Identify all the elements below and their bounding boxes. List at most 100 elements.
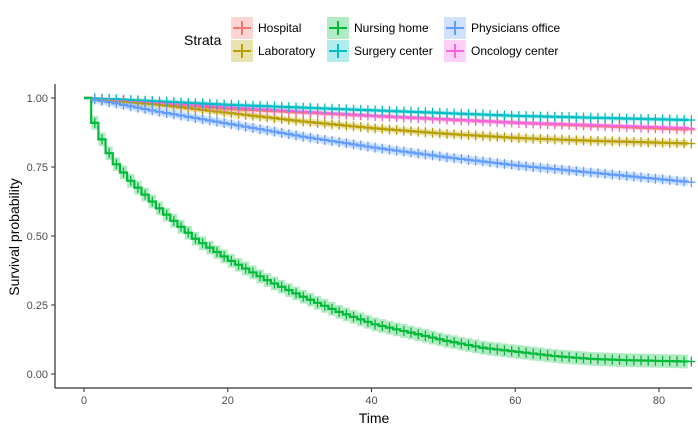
censor-mark-nursing-home [543, 350, 552, 361]
censor-mark-surgery-center [248, 100, 257, 111]
censor-mark-laboratory [543, 134, 552, 145]
censor-mark-nursing-home [522, 347, 531, 358]
censor-mark-laboratory [292, 115, 301, 126]
censor-mark-surgery-center [399, 106, 408, 117]
censor-mark-surgery-center [428, 107, 437, 118]
censor-mark-laboratory [522, 133, 531, 144]
censor-mark-laboratory [687, 138, 696, 149]
censor-mark-physicians-office [586, 167, 595, 178]
legend-label-nursing-home: Nursing home [354, 21, 429, 35]
y-tick-label: 0.25 [27, 300, 48, 312]
censor-mark-nursing-home [299, 291, 308, 302]
censor-mark-surgery-center [256, 101, 265, 112]
censor-mark-surgery-center [478, 109, 487, 120]
censor-mark-physicians-office [550, 164, 559, 175]
censor-mark-physicians-office [363, 141, 372, 152]
censor-mark-nursing-home [414, 329, 423, 340]
censor-mark-physicians-office [651, 173, 660, 184]
censor-mark-laboratory [378, 123, 387, 134]
legend-title: Strata [184, 32, 222, 48]
censor-mark-physicians-office [378, 143, 387, 154]
censor-mark-laboratory [572, 135, 581, 146]
censor-mark-surgery-center [148, 96, 157, 107]
censor-mark-physicians-office [428, 150, 437, 161]
censor-mark-nursing-home [507, 346, 516, 357]
censor-mark-laboratory [565, 134, 574, 145]
censor-mark-nursing-home [601, 354, 610, 365]
censor-mark-nursing-home [637, 355, 646, 366]
censor-mark-surgery-center [270, 101, 279, 112]
censor-mark-physicians-office [593, 168, 602, 179]
censor-mark-surgery-center [601, 113, 610, 124]
censor-mark-surgery-center [191, 98, 200, 109]
legend-label-laboratory: Laboratory [258, 44, 315, 58]
censor-mark-nursing-home [428, 332, 437, 343]
censor-mark-physicians-office [543, 163, 552, 174]
censor-mark-physicians-office [241, 121, 250, 132]
censor-mark-surgery-center [565, 112, 574, 123]
censor-mark-surgery-center [263, 101, 272, 112]
y-axis-title: Survival probability [6, 178, 22, 296]
censor-mark-physicians-office [284, 129, 293, 140]
censor-mark-physicians-office [399, 146, 408, 157]
censor-mark-surgery-center [306, 102, 315, 113]
y-ticks: 0.00 0.25 0.50 0.75 1.00 [27, 93, 55, 381]
censor-mark-physicians-office [644, 173, 653, 184]
censor-mark-laboratory [385, 124, 394, 135]
censor-mark-surgery-center [349, 104, 358, 115]
censor-mark-laboratory [399, 125, 408, 136]
censor-mark-surgery-center [579, 112, 588, 123]
legend-symbol-laboratory [233, 44, 251, 58]
censor-mark-laboratory [421, 127, 430, 138]
censor-mark-nursing-home [234, 259, 243, 270]
censor-mark-nursing-home [97, 134, 106, 145]
censor-mark-laboratory [557, 134, 566, 145]
censor-mark-surgery-center [658, 114, 667, 125]
censor-mark-nursing-home [407, 327, 416, 338]
censor-mark-physicians-office [306, 132, 315, 143]
censor-mark-nursing-home [90, 117, 99, 128]
censor-mark-laboratory [550, 134, 559, 145]
censor-mark-physicians-office [672, 175, 681, 186]
censor-mark-laboratory [306, 117, 315, 128]
censor-mark-nursing-home [392, 324, 401, 335]
censor-mark-surgery-center [414, 107, 423, 118]
censor-mark-laboratory [327, 119, 336, 130]
censor-mark-physicians-office [155, 106, 164, 117]
censor-mark-surgery-center [608, 113, 617, 124]
censor-mark-nursing-home [284, 285, 293, 296]
censor-mark-laboratory [335, 119, 344, 130]
censor-mark-physicians-office [126, 101, 135, 112]
censor-mark-physicians-office [212, 116, 221, 127]
censor-mark-nursing-home [486, 343, 495, 354]
censor-mark-nursing-home [141, 189, 150, 200]
censor-mark-surgery-center [299, 102, 308, 113]
censor-mark-nursing-home [450, 337, 459, 348]
censor-mark-surgery-center [421, 107, 430, 118]
censor-mark-nursing-home [536, 349, 545, 360]
censor-mark-surgery-center [220, 99, 229, 110]
censor-mark-surgery-center [622, 113, 631, 124]
censor-mark-physicians-office [557, 164, 566, 175]
censor-mark-surgery-center [522, 111, 531, 122]
censor-mark-physicians-office [442, 152, 451, 163]
censor-mark-laboratory [356, 121, 365, 132]
censor-mark-surgery-center [687, 115, 696, 126]
censor-mark-physicians-office [486, 157, 495, 168]
censor-mark-physicians-office [105, 97, 114, 108]
censor-mark-nursing-home [514, 346, 523, 357]
censor-mark-nursing-home [248, 267, 257, 278]
legend-symbol-physicians-office [446, 21, 464, 35]
censor-mark-physicians-office [234, 120, 243, 131]
censor-mark-physicians-office [665, 175, 674, 186]
censor-mark-surgery-center [327, 103, 336, 114]
censor-mark-nursing-home [148, 196, 157, 207]
censor-mark-physicians-office [335, 137, 344, 148]
censor-mark-physicians-office [277, 127, 286, 138]
censor-mark-surgery-center [342, 104, 351, 115]
x-tick-label: 80 [653, 395, 665, 407]
censor-mark-surgery-center [557, 111, 566, 122]
censor-mark-surgery-center [313, 103, 322, 114]
censor-mark-surgery-center [629, 113, 638, 124]
